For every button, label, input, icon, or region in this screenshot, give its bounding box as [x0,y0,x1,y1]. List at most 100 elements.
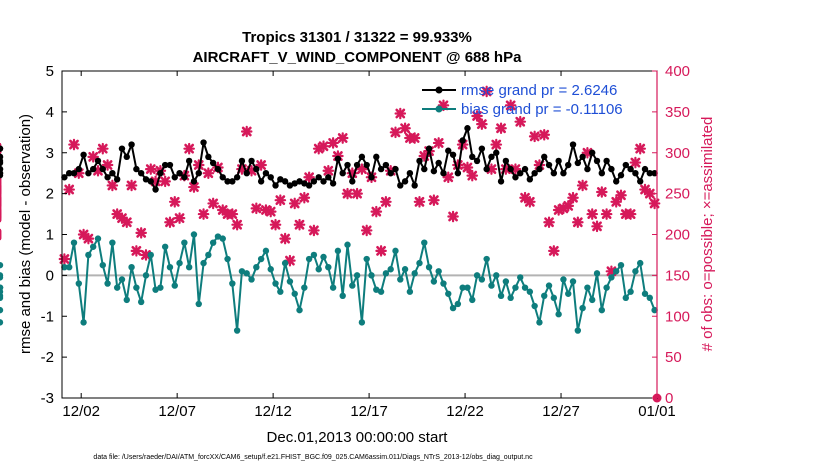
obs-assimilated-marker [293,218,306,231]
rmse-point [243,169,250,177]
bias-point [89,243,97,250]
rmse-point [646,169,654,177]
bias-point [565,290,572,297]
x-tick-label: 12/17 [350,403,388,420]
bias-point [118,276,126,283]
rmse-point [392,165,399,173]
rmse-point [406,169,414,177]
rmse-point [123,153,130,161]
rmse-point [593,157,601,165]
rmse-point [608,165,615,173]
obs-assimilated-marker [480,85,493,98]
bias-point [99,261,106,269]
legend-rmse-label: rmse grand pr = 2.6246 [461,82,617,99]
bias-point [550,294,558,302]
obs-assimilated-marker [413,196,426,208]
legend-bias-label: bias grand pr = -0.11106 [461,101,623,118]
bias-point [214,233,222,240]
bias-point [608,274,615,281]
y-tick-label-left: -2 [41,349,54,366]
bias-point [200,259,207,267]
bias-point [109,239,116,246]
bias-point [406,288,414,295]
obs-assimilated-marker [130,245,143,257]
obs-assimilated-marker [68,138,80,151]
bias-point [526,288,534,295]
bias-point [209,239,217,246]
rmse-point [469,153,476,161]
bias-point [315,266,322,273]
bias-point [0,294,4,302]
bias-point [449,304,457,312]
bias-point [171,282,178,289]
bias-point [257,255,265,263]
rmse-point [397,182,404,189]
bias-point [310,251,318,259]
rmse-point [296,178,303,185]
bias-point [603,284,610,291]
rmse-point [229,178,236,185]
obs-assimilated-marker [471,110,483,122]
bias-point [627,288,634,295]
rmse-point [0,145,4,152]
rmse-point [75,165,82,173]
rmse-point [425,145,433,152]
y-tick-label-left: 3 [46,145,54,162]
obs-assimilated-marker [106,179,119,192]
obs-assimilated-marker [240,125,253,138]
rmse-point [195,169,202,177]
bias-point [152,286,159,293]
bias-point [248,276,255,283]
obs-assimilated-marker [125,179,138,192]
bias-point [507,294,514,302]
obs-assimilated-marker [528,130,541,143]
x-tick-label: 12/27 [542,403,580,420]
rmse-line [63,127,655,191]
x-axis-label: Dec.01,2013 00:00:00 start [267,429,449,446]
bias-point [262,247,270,255]
bias-point [435,268,442,275]
bias-point [377,288,385,295]
obs-assimilated-marker [144,163,157,175]
bias-point [147,251,154,259]
bias-point [464,284,471,291]
rmse-point [267,174,274,181]
rmse-point [339,169,346,177]
bias-point [416,259,423,267]
rmse-point [142,176,150,183]
obs-assimilated-marker [173,212,186,224]
rmse-point [315,174,322,181]
obs-assimilated-marker [408,132,421,144]
obs-assimilated-marker [231,218,243,231]
obs-assimilated-marker [572,216,584,229]
rmse-point [488,153,495,161]
bias-point [579,304,586,312]
rmse-point [411,182,418,189]
bias-point [445,290,452,297]
rmse-point [517,169,524,177]
rmse-point [387,169,394,177]
rmse-point [325,174,332,181]
bias-point [329,284,337,291]
bias-point [555,311,562,318]
rmse-point [637,178,644,185]
bias-point [166,264,174,271]
obs-assimilated-marker [298,191,311,204]
rmse-point [277,176,284,183]
bias-point [75,280,82,287]
obs-assimilated-marker [264,205,277,218]
bias-point [473,272,481,279]
rmse-point [478,145,486,152]
bias-point [617,261,625,269]
bias-point [85,251,92,259]
rmse-point [152,186,159,193]
obs-assimilated-marker [576,179,589,192]
rmse-point [617,172,625,179]
rmse-point [536,165,543,173]
rmse-point [507,165,514,173]
bias-point [272,280,279,287]
y-axis-label-right: # of obs: o=possible; ×=assimilated [699,117,716,352]
bias-point [80,319,87,326]
bias-point [382,270,390,277]
bias-point [459,284,466,291]
